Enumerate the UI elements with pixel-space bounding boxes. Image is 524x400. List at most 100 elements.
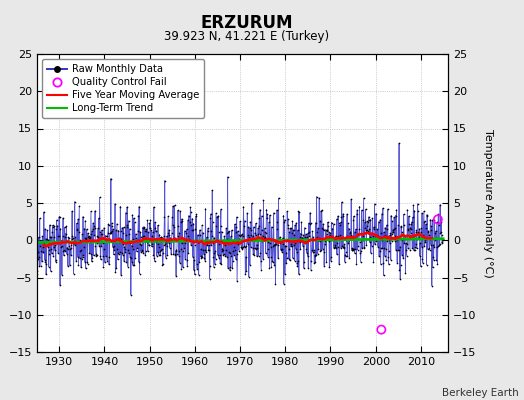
Point xyxy=(161,238,170,245)
Point xyxy=(345,230,354,236)
Point xyxy=(92,252,101,258)
Point xyxy=(362,242,370,248)
Point xyxy=(405,221,413,227)
Point xyxy=(39,249,47,256)
Point xyxy=(433,244,441,250)
Point xyxy=(264,253,272,260)
Point xyxy=(434,216,442,222)
Point xyxy=(172,273,180,279)
Point xyxy=(75,255,84,262)
Point xyxy=(242,254,250,260)
Point xyxy=(257,258,265,264)
Point xyxy=(412,227,421,234)
Point xyxy=(204,246,213,253)
Point xyxy=(241,271,249,277)
Point xyxy=(106,230,115,236)
Point xyxy=(152,253,161,259)
Point xyxy=(372,238,380,244)
Point xyxy=(376,261,385,268)
Point xyxy=(368,215,377,222)
Point xyxy=(298,234,307,241)
Point xyxy=(352,261,361,268)
Point xyxy=(360,244,368,251)
Point xyxy=(256,230,264,237)
Point xyxy=(434,211,442,218)
Point xyxy=(182,226,191,233)
Point xyxy=(199,246,208,253)
Point xyxy=(106,230,114,236)
Point xyxy=(438,240,446,246)
Point xyxy=(101,236,110,242)
Point xyxy=(76,248,84,254)
Point xyxy=(296,246,304,252)
Point xyxy=(323,230,331,237)
Point xyxy=(186,237,194,243)
Point xyxy=(374,233,383,239)
Point xyxy=(353,207,362,213)
Point xyxy=(88,258,96,265)
Point xyxy=(364,217,373,224)
Point xyxy=(32,235,41,242)
Point xyxy=(58,272,66,278)
Point xyxy=(272,226,281,232)
Point xyxy=(213,238,221,244)
Point xyxy=(208,228,216,235)
Point xyxy=(224,229,233,235)
Point xyxy=(88,228,96,234)
Point xyxy=(300,259,308,265)
Point xyxy=(83,226,91,232)
Point xyxy=(184,250,193,256)
Point xyxy=(339,244,347,250)
Point xyxy=(122,232,130,238)
Point xyxy=(283,222,292,228)
Point xyxy=(207,242,215,248)
Point xyxy=(273,218,281,225)
Point xyxy=(212,210,220,216)
Point xyxy=(42,271,50,278)
Point xyxy=(408,214,417,221)
Point xyxy=(108,228,116,234)
Point xyxy=(210,250,219,256)
Point xyxy=(419,260,427,266)
Point xyxy=(357,248,365,255)
Point xyxy=(375,234,384,240)
Point xyxy=(37,248,46,254)
Point xyxy=(389,226,398,232)
Point xyxy=(288,243,296,249)
Point xyxy=(221,238,229,245)
Point xyxy=(64,263,72,269)
Point xyxy=(191,213,200,220)
Point xyxy=(420,218,429,224)
Point xyxy=(153,237,161,243)
Point xyxy=(47,246,56,252)
Point xyxy=(409,232,417,239)
Point xyxy=(145,242,153,248)
Point xyxy=(270,241,278,248)
Point xyxy=(191,226,200,232)
Point xyxy=(73,254,82,260)
Point xyxy=(308,236,316,243)
Point xyxy=(29,229,37,235)
Point xyxy=(337,213,346,220)
Point xyxy=(67,242,75,248)
Point xyxy=(195,227,204,233)
Point xyxy=(102,253,110,260)
Point xyxy=(290,242,298,248)
Point xyxy=(34,256,42,262)
Point xyxy=(201,206,210,212)
Point xyxy=(126,239,135,246)
Point xyxy=(197,255,205,262)
Point xyxy=(168,214,177,221)
Point xyxy=(368,233,377,240)
Point xyxy=(174,248,183,254)
Point xyxy=(39,249,48,256)
Point xyxy=(118,252,127,258)
Point xyxy=(380,229,388,235)
Point xyxy=(357,237,366,243)
Point xyxy=(378,245,387,252)
Point xyxy=(103,257,111,264)
Point xyxy=(97,231,105,237)
Point xyxy=(99,252,107,259)
Point xyxy=(437,219,445,225)
Point xyxy=(265,236,273,243)
